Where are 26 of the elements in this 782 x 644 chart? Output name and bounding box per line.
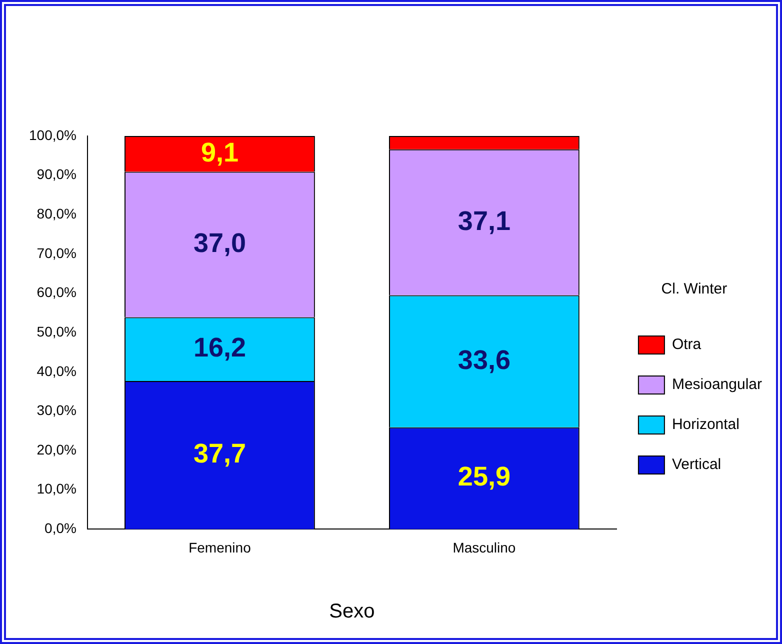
- y-tick-label: 20,0%: [36, 441, 76, 458]
- legend-label: Horizontal: [672, 416, 740, 434]
- data-label: 37,0: [193, 228, 246, 258]
- legend-title: Cl. Winter: [661, 280, 728, 298]
- x-tick-label: Masculino: [452, 539, 516, 556]
- legend-label: Mesioangular: [672, 376, 762, 394]
- y-tick-label: 30,0%: [36, 402, 76, 418]
- legend-label: Otra: [672, 336, 702, 354]
- y-tick-label: 40,0%: [36, 362, 76, 379]
- data-label: 16,2: [193, 332, 246, 363]
- data-label: 33,6: [458, 344, 510, 375]
- data-label: 25,9: [458, 462, 510, 492]
- data-label: 37,1: [458, 206, 510, 236]
- data-label: 37,7: [193, 438, 246, 469]
- y-tick-label: 60,0%: [36, 284, 76, 300]
- y-tick-label: 90,0%: [36, 166, 76, 182]
- y-tick-label: 70,0%: [36, 244, 76, 261]
- legend-label: Vertical: [672, 456, 722, 474]
- data-label: 9,1: [200, 137, 238, 168]
- y-tick-label: 0,0%: [44, 520, 76, 536]
- y-tick-label: 50,0%: [36, 323, 76, 340]
- x-tick-label: Femenino: [188, 539, 252, 556]
- y-tick-label: 80,0%: [36, 206, 76, 222]
- x-axis-title: Sexo: [329, 600, 375, 623]
- y-tick-label: 100,0%: [29, 126, 76, 143]
- y-tick-label: 10,0%: [36, 480, 76, 497]
